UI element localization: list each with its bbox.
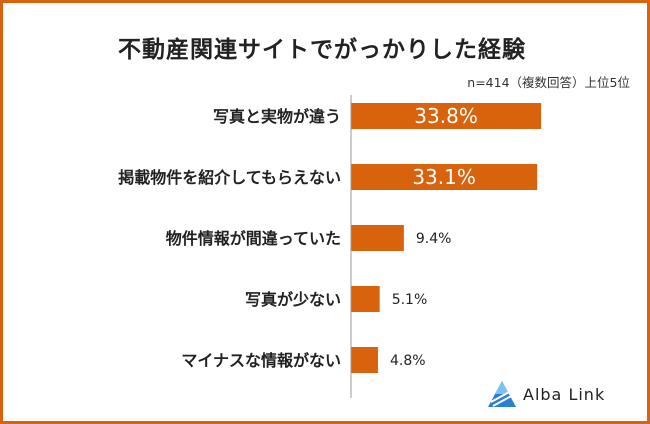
alba-link-triangle-icon bbox=[488, 381, 516, 407]
value-label-1: 33.8% bbox=[414, 104, 478, 128]
category-label-3: 物件情報が間違っていた bbox=[166, 229, 341, 248]
category-label-1: 写真と実物が違う bbox=[213, 107, 341, 126]
sample-note: n=414（複数回答）上位5位 bbox=[467, 75, 630, 90]
bar-2 bbox=[351, 164, 538, 190]
category-label-5: マイナスな情報がない bbox=[181, 351, 341, 370]
bar-3 bbox=[351, 225, 404, 251]
value-label-5: 4.8% bbox=[390, 353, 426, 369]
value-label-2: 33.1% bbox=[412, 165, 476, 189]
bar-5 bbox=[351, 347, 378, 373]
value-label-3: 9.4% bbox=[416, 231, 452, 247]
alba-link-logo: Alba Link bbox=[487, 380, 605, 408]
category-label-4: 写真が少ない bbox=[245, 290, 341, 309]
category-label-2: 掲載物件を紹介してもらえない bbox=[118, 168, 341, 187]
chart-title: 不動産関連サイトでがっかりした経験 bbox=[118, 37, 526, 63]
value-label-4: 5.1% bbox=[392, 292, 428, 308]
bar-4 bbox=[351, 286, 380, 312]
bar-1 bbox=[351, 103, 542, 129]
logo-text: Alba Link bbox=[523, 384, 606, 404]
